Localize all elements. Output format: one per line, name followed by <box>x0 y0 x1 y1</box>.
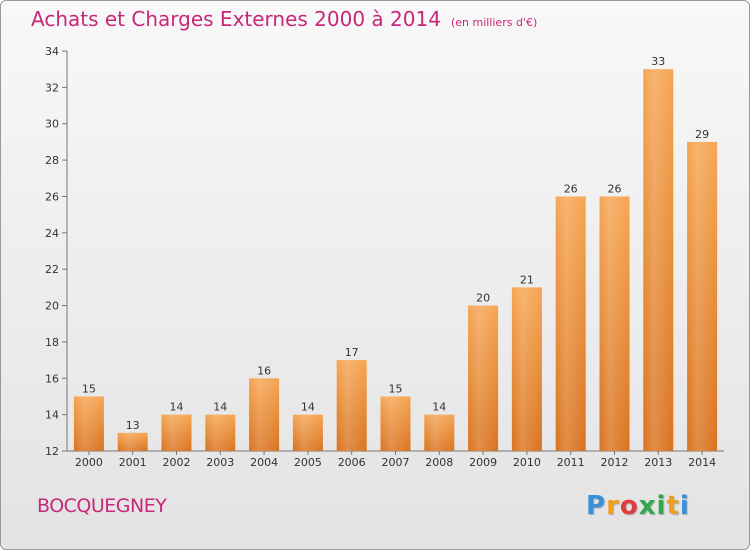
y-tick-label: 20 <box>45 300 59 313</box>
logo-letter: t <box>666 491 680 521</box>
x-tick-label-2005: 2005 <box>294 456 322 469</box>
y-tick-label: 34 <box>45 45 59 58</box>
bar-shine-2005 <box>292 414 323 451</box>
data-label-2003: 14 <box>213 401 227 414</box>
y-tick-label: 18 <box>45 336 59 349</box>
data-label-2009: 20 <box>476 292 490 305</box>
x-tick-label-2006: 2006 <box>338 456 366 469</box>
y-tick-label: 30 <box>45 118 59 131</box>
data-label-2007: 15 <box>389 382 403 395</box>
chart-data-labels: 15 13 14 14 16 14 17 15 14 20 21 26 26 33 29 <box>82 55 709 432</box>
bar-shine-2007 <box>380 396 411 451</box>
y-tick-label: 22 <box>45 263 59 276</box>
bar-shine-2008 <box>424 414 455 451</box>
data-label-2005: 14 <box>301 401 315 414</box>
chart-axes: 12 14 16 18 20 22 24 26 28 30 32 34 2000 2001 2002 2003… <box>45 45 724 469</box>
y-tick-label: 14 <box>45 409 59 422</box>
x-tick-label-2010: 2010 <box>513 456 541 469</box>
y-tick-label: 32 <box>45 81 59 94</box>
y-tick-label: 12 <box>45 445 59 458</box>
chart-subtitle: (en milliers d'€) <box>450 16 538 29</box>
data-label-2010: 21 <box>520 273 534 286</box>
logo-letter: P <box>586 491 607 521</box>
logo-letter: r <box>606 491 620 521</box>
x-tick-label-2004: 2004 <box>250 456 278 469</box>
data-label-2013: 33 <box>651 55 665 68</box>
bar-shine-2013 <box>643 69 674 451</box>
logo-letter: o <box>619 491 639 521</box>
bar-shine-2003 <box>205 414 236 451</box>
chart-title: Achats et Charges Externes 2000 à 2014 <box>31 7 441 31</box>
logo-letter: i <box>656 491 667 521</box>
chart-title-block: Achats et Charges Externes 2000 à 2014 (e… <box>31 7 537 31</box>
logo-letter: x <box>638 491 657 521</box>
chart-bars <box>73 69 718 451</box>
y-tick-label: 24 <box>45 227 59 240</box>
y-tick-label: 28 <box>45 154 59 167</box>
data-label-2011: 26 <box>564 182 578 195</box>
data-label-2001: 13 <box>126 419 140 432</box>
data-label-2008: 14 <box>432 401 446 414</box>
data-label-2004: 16 <box>257 364 271 377</box>
x-tick-label-2014: 2014 <box>688 456 716 469</box>
x-tick-label-2008: 2008 <box>425 456 453 469</box>
y-tick-label: 26 <box>45 190 59 203</box>
proxiti-logo: Proxiti <box>586 491 690 521</box>
x-tick-label-2000: 2000 <box>75 456 103 469</box>
x-tick-label-2011: 2011 <box>557 456 585 469</box>
logo-letter: i <box>679 491 690 521</box>
x-tick-label-2003: 2003 <box>206 456 234 469</box>
x-tick-label-2007: 2007 <box>382 456 410 469</box>
x-tick-label-2009: 2009 <box>469 456 497 469</box>
bar-shine-2002 <box>161 414 192 451</box>
bar-shine-2000 <box>73 396 104 451</box>
bar-shine-2011 <box>555 196 586 451</box>
bar-shine-2012 <box>599 196 630 451</box>
bar-shine-2014 <box>687 141 718 451</box>
commune-name: BOCQUEGNEY <box>37 495 167 517</box>
bar-shine-2004 <box>249 378 280 451</box>
x-tick-label-2012: 2012 <box>601 456 629 469</box>
bar-shine-2009 <box>468 305 499 451</box>
x-tick-label-2002: 2002 <box>163 456 191 469</box>
data-label-2006: 17 <box>345 346 359 359</box>
bar-shine-2006 <box>336 360 367 451</box>
y-tick-label: 16 <box>45 372 59 385</box>
x-tick-label-2001: 2001 <box>119 456 147 469</box>
data-label-2000: 15 <box>82 382 96 395</box>
data-label-2002: 14 <box>170 401 184 414</box>
data-label-2014: 29 <box>695 128 709 141</box>
bar-shine-2010 <box>511 287 542 451</box>
x-tick-label-2013: 2013 <box>644 456 672 469</box>
data-label-2012: 26 <box>608 182 622 195</box>
bar-shine-2001 <box>117 432 148 451</box>
